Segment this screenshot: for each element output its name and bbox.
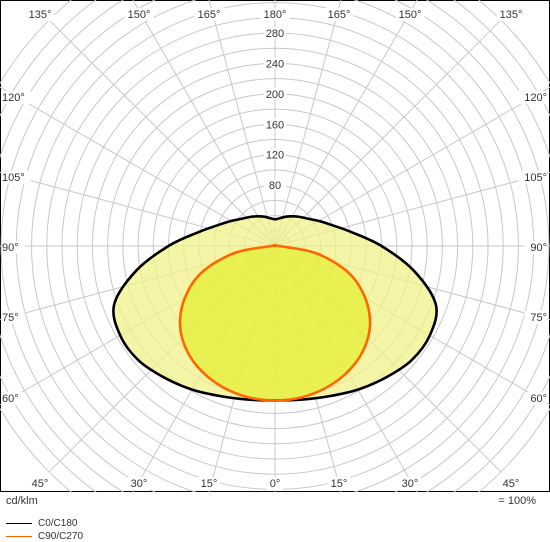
grid-spoke (48, 19, 276, 247)
legend-swatch-c0 (6, 523, 32, 524)
angle-label-bottom-bg (327, 477, 351, 490)
grid-spoke (274, 86, 550, 247)
radial-tick-label: 280 (266, 28, 284, 40)
angle-label-top-bg (124, 8, 154, 21)
legend-swatch-c90 (6, 536, 32, 537)
angle-label-bottom: 30° (402, 478, 419, 490)
legend-label-c90: C90/C270 (38, 531, 84, 542)
angle-label-bottom-bg (398, 477, 422, 490)
radial-tick-bg (264, 87, 286, 99)
angle-label-left: 90° (2, 242, 19, 254)
angle-label-right-bg (518, 171, 547, 184)
radial-tick-label: 240 (266, 58, 284, 70)
angle-label-bottom: 0° (270, 478, 281, 490)
radial-tick-label: 80 (269, 180, 281, 192)
angle-label-left-bg (2, 392, 25, 405)
angle-label-top: 135° (29, 9, 52, 21)
angle-label-left: 120° (2, 92, 25, 104)
angle-label-bottom: 45° (503, 478, 520, 490)
angle-label-left: 105° (2, 172, 25, 184)
angle-label-right-bg (518, 91, 547, 104)
grid-spoke (274, 0, 342, 247)
radial-tick-bg (264, 27, 286, 38)
angle-label-right: 90° (530, 242, 547, 254)
angle-label-right: 120° (524, 92, 547, 104)
angle-label-left-bg (2, 171, 31, 184)
angle-label-bottom-bg (127, 477, 151, 490)
radial-tick-label: 120 (266, 150, 284, 162)
angle-label-top-bg (194, 8, 224, 21)
angle-label-left: 60° (2, 393, 19, 405)
angle-label-top-bg (496, 8, 526, 21)
intensity-curves (112, 215, 438, 402)
legend-entry-c90: C90/C270 (6, 531, 83, 542)
angle-label-left: 75° (2, 312, 19, 324)
angle-label-bottom: 45° (32, 478, 49, 490)
scale-note: = 100% (498, 495, 536, 507)
c90-fill (179, 245, 371, 401)
angle-label-right: 75° (530, 312, 547, 324)
angle-label-top-bg (25, 8, 55, 21)
axis-labels: 80 120 160 200 240 280 135° 150° 165° 180° 165° 150… (2, 8, 547, 490)
angle-label-bottom-bg (197, 477, 221, 490)
angle-label-top-bg (324, 8, 354, 21)
angle-label-top-bg (395, 8, 425, 21)
radial-tick-bg (264, 118, 286, 130)
angle-label-top: 150° (399, 9, 422, 21)
angle-label-top: 135° (500, 9, 523, 21)
angle-label-top: 150° (128, 9, 151, 21)
angle-label-right-bg (524, 392, 547, 405)
angle-label-bottom-bg (499, 477, 523, 490)
angle-label-left-bg (2, 241, 25, 254)
angle-label-right-bg (524, 241, 547, 254)
grid-spoke (0, 86, 276, 247)
angle-label-bottom-bg (266, 477, 284, 490)
grid-spoke (208, 0, 276, 247)
angle-label-bottom: 15° (331, 478, 348, 490)
radial-tick-bg (264, 57, 286, 69)
angle-label-right: 60° (530, 393, 547, 405)
radial-tick-bg (264, 179, 286, 191)
polar-chart: 80 120 160 200 240 280 135° 150° 165° 180° 165° 150… (0, 0, 550, 492)
angle-label-top: 165° (328, 9, 351, 21)
legend-entry-c0: C0/C180 (6, 518, 77, 529)
unit-label: cd/klm (6, 495, 38, 507)
angle-label-bottom: 15° (201, 478, 218, 490)
angle-label-top: 180° (264, 9, 287, 21)
angle-label-left-bg (2, 91, 31, 104)
radial-tick-bg (264, 148, 286, 160)
c90-curve (178, 244, 372, 402)
angle-label-right-bg (524, 311, 547, 324)
grid-spoke (274, 19, 502, 247)
angle-label-top-bg (260, 8, 290, 21)
legend-label-c0: C0/C180 (38, 518, 78, 529)
angle-label-bottom: 30° (131, 478, 148, 490)
angle-label-top: 165° (198, 9, 221, 21)
angle-label-bottom-bg (28, 477, 52, 490)
radial-tick-label: 160 (266, 119, 284, 131)
angle-label-right: 105° (524, 172, 547, 184)
radial-tick-label: 200 (266, 89, 284, 101)
angle-label-left-bg (2, 311, 25, 324)
